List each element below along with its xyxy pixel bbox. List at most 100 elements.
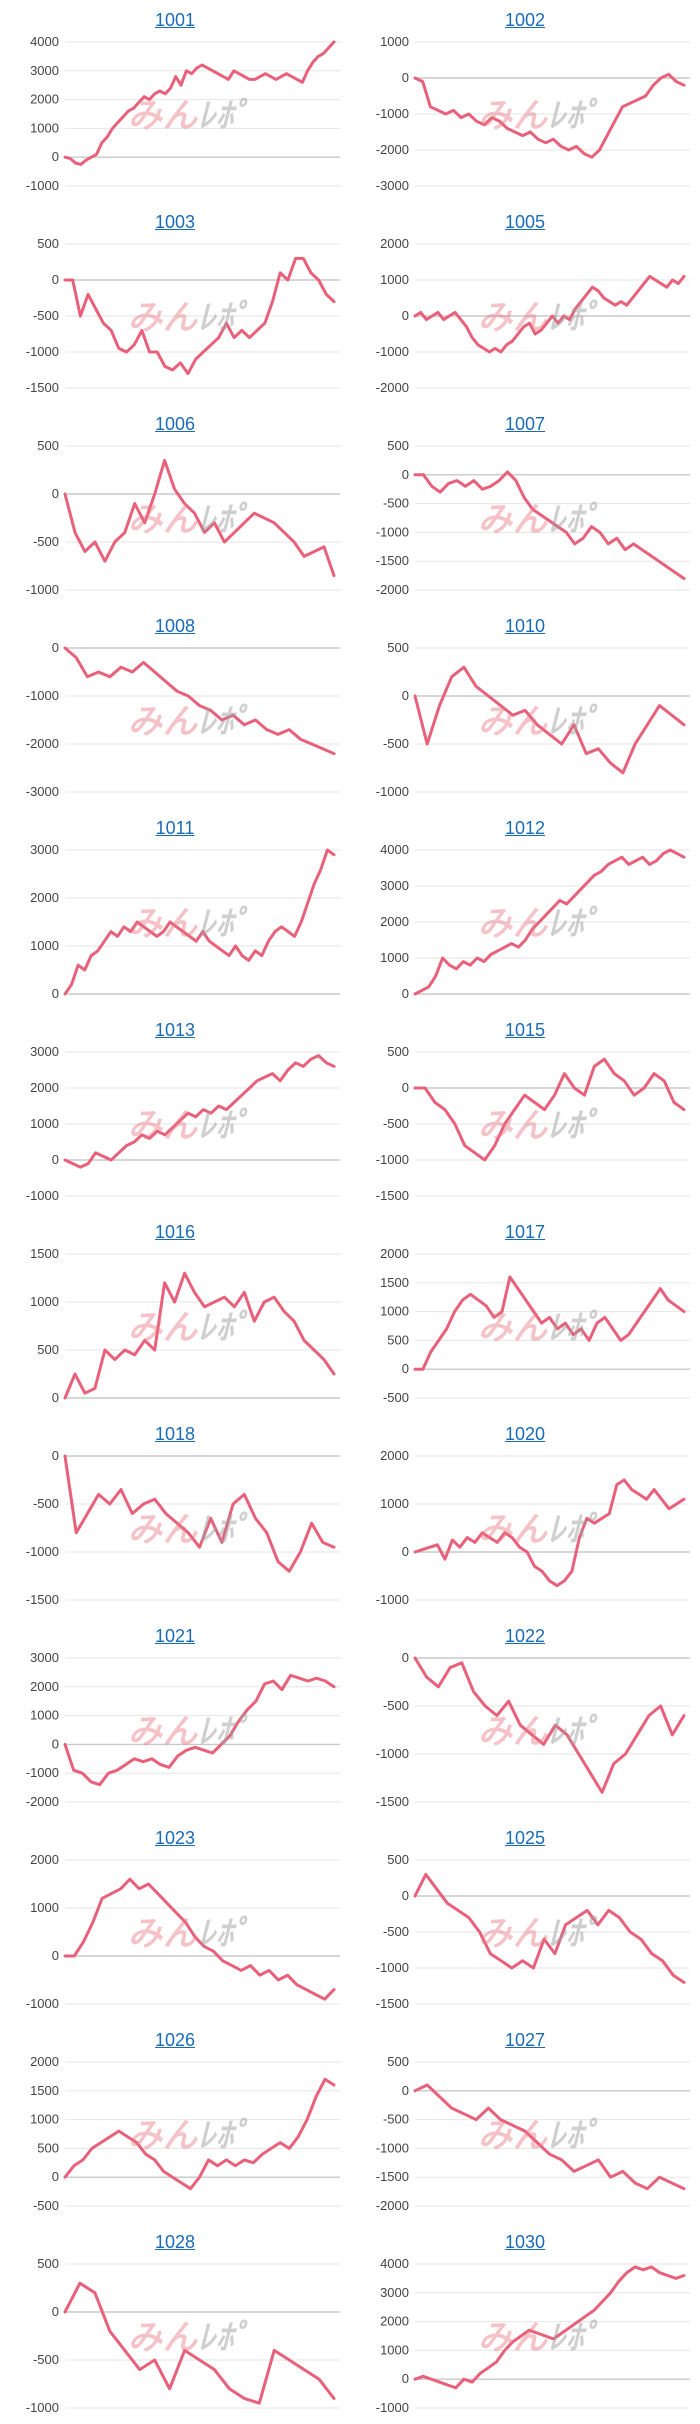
y-tick-label: 1000: [30, 938, 59, 953]
chart-title-link[interactable]: 1006: [154, 414, 196, 434]
y-tick-label: -2000: [376, 380, 409, 395]
y-tick-label: 1000: [30, 120, 59, 135]
chart-title-link[interactable]: 1007: [504, 414, 546, 434]
chart-title-link[interactable]: 1015: [504, 1020, 546, 1040]
line-chart: -2000 -1500 -1000 -500 0 500: [376, 2054, 690, 2213]
y-tick-label: -1000: [26, 1996, 59, 2011]
y-tick-label: 1000: [380, 2342, 409, 2357]
chart-title-link[interactable]: 1022: [504, 1626, 546, 1646]
y-tick-label: 500: [37, 2140, 59, 2155]
y-tick-label: -500: [383, 496, 409, 511]
chart-title-link[interactable]: 1025: [504, 1828, 546, 1848]
chart-title-link[interactable]: 1008: [154, 616, 196, 636]
y-tick-label: 1000: [380, 1496, 409, 1511]
chart-panel-1028: 1028 -1000 -500 0 500 みんﾚﾎﾟ: [0, 2222, 350, 2424]
y-tick-label: 0: [52, 1948, 59, 1963]
y-tick-label: -1000: [26, 1544, 59, 1559]
chart-panel-1025: 1025 -1500 -1000 -500 0 500 みんﾚﾎﾟ: [350, 1818, 700, 2020]
y-tick-label: 0: [52, 986, 59, 1001]
chart-panel-1027: 1027 -2000 -1500 -1000 -500 0 500 みんﾚﾎﾟ: [350, 2020, 700, 2222]
chart-panel-1012: 1012 0 1000 2000 3000 4000 みんﾚﾎﾟ: [350, 808, 700, 1010]
y-tick-label: 0: [52, 2304, 59, 2319]
y-tick-label: 3000: [380, 2285, 409, 2300]
y-tick-label: 0: [52, 640, 59, 655]
y-tick-label: 3000: [30, 842, 59, 857]
line-chart: -2000 -1500 -1000 -500 0 500: [376, 438, 690, 597]
chart-title-link[interactable]: 1030: [504, 2232, 546, 2252]
y-tick-label: -1000: [376, 1746, 409, 1761]
line-chart: -2000 -1000 0 1000 2000 3000: [26, 1650, 340, 1809]
y-tick-label: -1500: [376, 1794, 409, 1809]
chart-title-link[interactable]: 1016: [154, 1222, 196, 1242]
line-chart: 0 1000 2000 3000 4000: [380, 842, 690, 1001]
y-tick-label: 500: [387, 438, 409, 453]
y-tick-label: -1000: [376, 1592, 409, 1607]
chart-panel-1002: 1002 -3000 -2000 -1000 0 1000 みんﾚﾎﾟ: [350, 0, 700, 202]
series-line: [63, 2077, 336, 2191]
y-tick-label: -1500: [26, 1592, 59, 1607]
series-line: [63, 848, 336, 996]
y-tick-label: -1000: [376, 344, 409, 359]
y-tick-label: 500: [37, 1342, 59, 1357]
y-tick-label: -3000: [376, 178, 409, 193]
chart-panel-1018: 1018 -1500 -1000 -500 0 みんﾚﾎﾟ: [0, 1414, 350, 1616]
y-tick-label: 1000: [380, 272, 409, 287]
chart-title-link[interactable]: 1011: [155, 818, 195, 838]
chart-panel-1008: 1008 -3000 -2000 -1000 0 みんﾚﾎﾟ: [0, 606, 350, 808]
chart-title-link[interactable]: 1012: [504, 818, 546, 838]
y-tick-label: -1000: [376, 1960, 409, 1975]
y-tick-label: -2000: [376, 582, 409, 597]
chart-panel-1030: 1030 -1000 0 1000 2000 3000 4000 みんﾚﾎﾟ: [350, 2222, 700, 2424]
line-chart: -1000 0 1000 2000 3000 4000: [376, 2256, 690, 2415]
y-tick-label: -1500: [26, 380, 59, 395]
y-tick-label: -1000: [26, 582, 59, 597]
chart-title-link[interactable]: 1013: [154, 1020, 196, 1040]
y-tick-label: -500: [33, 2352, 59, 2367]
y-tick-label: 500: [37, 438, 59, 453]
line-chart: -1000 0 1000 2000: [376, 1448, 690, 1607]
y-tick-label: -500: [33, 1496, 59, 1511]
y-tick-label: 3000: [30, 63, 59, 78]
y-tick-label: -1000: [26, 1765, 59, 1780]
chart-title-link[interactable]: 1017: [504, 1222, 546, 1242]
chart-title-link[interactable]: 1010: [504, 616, 546, 636]
y-tick-label: 2000: [30, 1679, 59, 1694]
series-line: [63, 646, 336, 756]
y-tick-label: -3000: [26, 784, 59, 799]
chart-title-link[interactable]: 1023: [154, 1828, 196, 1848]
chart-title-link[interactable]: 1003: [154, 212, 196, 232]
y-tick-label: 3000: [30, 1650, 59, 1665]
y-tick-label: 1000: [30, 1708, 59, 1723]
chart-panel-1001: 1001 -1000 0 1000 2000 3000 4000 みんﾚﾎﾟ: [0, 0, 350, 202]
y-tick-label: 4000: [380, 842, 409, 857]
chart-panel-1026: 1026 -500 0 500 1000 1500 2000 みんﾚﾎﾟ: [0, 2020, 350, 2222]
chart-title-link[interactable]: 1005: [504, 212, 546, 232]
chart-title-link[interactable]: 1018: [154, 1424, 196, 1444]
chart-title-link[interactable]: 1026: [154, 2030, 196, 2050]
chart-title-link[interactable]: 1020: [504, 1424, 546, 1444]
chart-title-link[interactable]: 1021: [154, 1626, 196, 1646]
line-chart: -1000 0 1000 2000: [26, 1852, 340, 2011]
chart-title-link[interactable]: 1028: [154, 2232, 196, 2252]
line-chart: 0 1000 2000 3000: [30, 842, 340, 1001]
y-tick-label: 500: [387, 1332, 409, 1347]
y-tick-label: 4000: [380, 2256, 409, 2271]
y-tick-label: 2000: [30, 1080, 59, 1095]
series-line: [63, 40, 336, 166]
chart-title-link[interactable]: 1001: [154, 10, 196, 30]
y-tick-label: -500: [383, 2112, 409, 2127]
y-tick-label: 2000: [380, 1448, 409, 1463]
series-line: [63, 1673, 336, 1787]
y-tick-label: 1000: [30, 2112, 59, 2127]
series-line: [413, 1656, 686, 1794]
chart-title-link[interactable]: 1027: [504, 2030, 546, 2050]
y-tick-label: 3000: [30, 1044, 59, 1059]
y-tick-label: 1500: [30, 1246, 59, 1261]
chart-title-link[interactable]: 1002: [504, 10, 546, 30]
y-tick-label: -1000: [376, 2140, 409, 2155]
y-tick-label: 1500: [30, 2083, 59, 2098]
line-chart: -500 0 500 1000 1500 2000: [30, 2054, 340, 2213]
line-chart: -1500 -1000 -500 0: [26, 1448, 340, 1607]
y-tick-label: 2000: [380, 2314, 409, 2329]
y-tick-label: -1500: [376, 1188, 409, 1203]
